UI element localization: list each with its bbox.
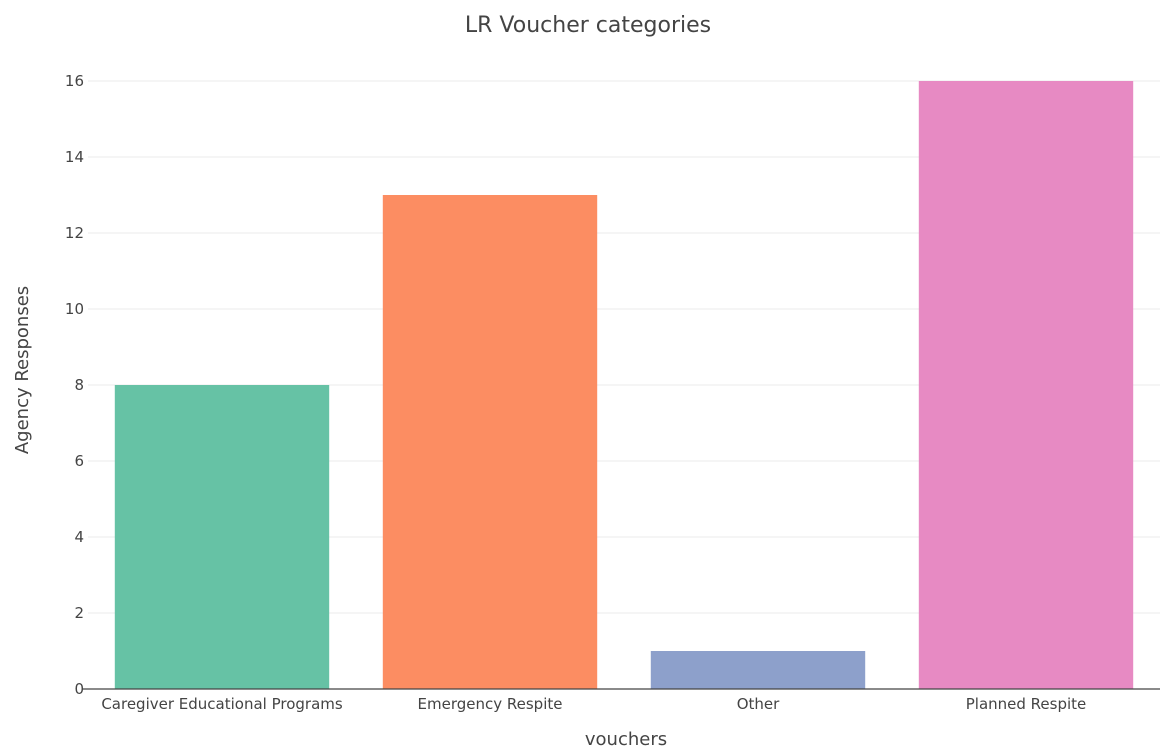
bar[interactable] [114, 385, 330, 689]
y-tick-label: 16 [65, 72, 84, 90]
bars [114, 81, 1134, 689]
bar[interactable] [650, 651, 866, 689]
y-tick-label: 4 [74, 528, 84, 546]
x-tick-label: Emergency Respite [418, 695, 563, 713]
bar[interactable] [382, 195, 598, 689]
y-tick-label: 0 [74, 680, 84, 698]
bar[interactable] [918, 81, 1134, 689]
y-tick-label: 14 [65, 148, 84, 166]
x-tick-label: Caregiver Educational Programs [101, 695, 343, 713]
x-tick-labels: Caregiver Educational Programs Emergency … [101, 695, 1086, 713]
y-tick-label: 10 [65, 300, 84, 318]
x-tick-label: Planned Respite [966, 695, 1087, 713]
chart-title: LR Voucher categories [465, 13, 711, 38]
x-axis-title: vouchers [585, 729, 667, 750]
y-tick-label: 8 [74, 376, 84, 394]
y-tick-labels: 0 2 4 6 8 10 12 14 16 [65, 72, 84, 698]
y-tick-label: 6 [74, 452, 84, 470]
y-tick-label: 12 [65, 224, 84, 242]
y-axis-title: Agency Responses [12, 286, 33, 454]
y-tick-label: 2 [74, 604, 84, 622]
x-tick-label: Other [737, 695, 780, 713]
